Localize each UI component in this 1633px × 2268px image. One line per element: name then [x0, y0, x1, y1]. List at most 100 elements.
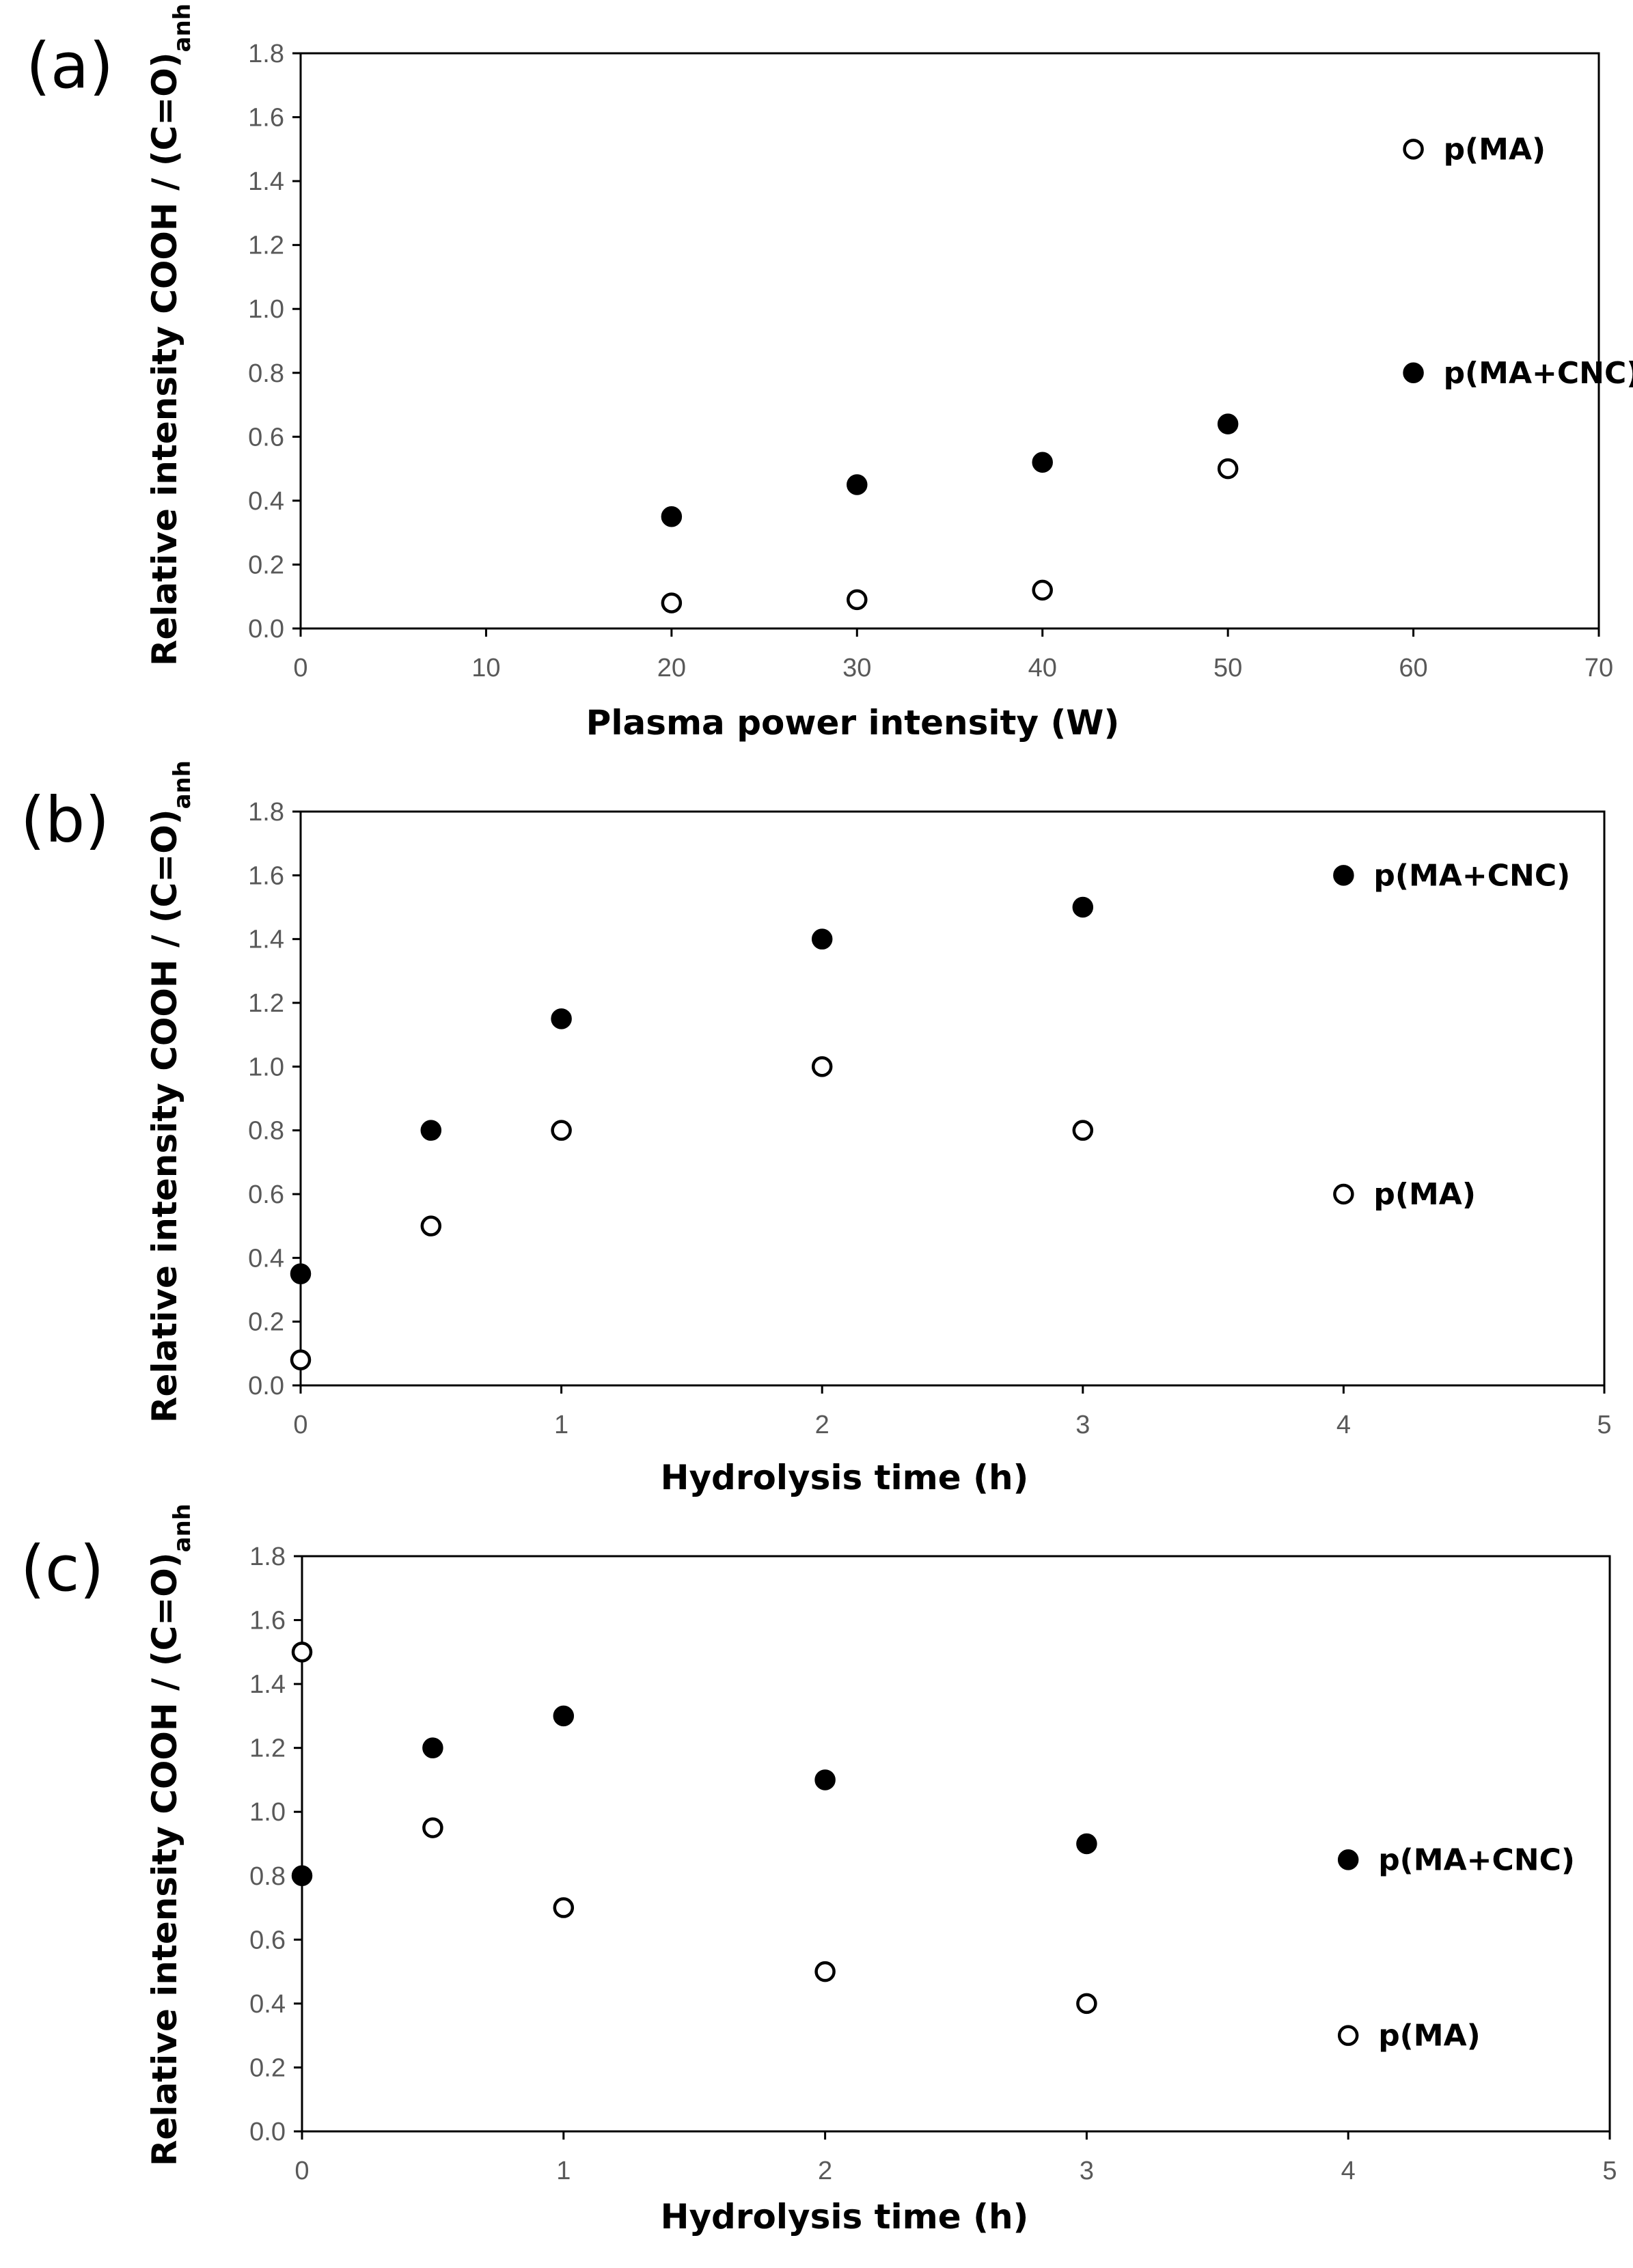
legend-label-p-ma-c: p(MA): [1378, 2019, 1481, 2053]
legend-marker-p-ma-cnc-a: [1403, 362, 1424, 384]
point-p-ma-cnc-a: [661, 506, 683, 527]
legend-label-p-ma-a: p(MA): [1444, 132, 1546, 167]
y-tick-label-b: 1.2: [248, 989, 284, 1018]
point-p-ma-cnc-c: [814, 1769, 836, 1790]
y-axis-title-sub-c: anh: [169, 1504, 196, 1552]
point-p-ma-c: [291, 1642, 313, 1663]
y-axis-title-main-c: Relative intensity COOH / (C=O): [145, 1552, 184, 2166]
x-tick-label-a: 0: [293, 654, 307, 682]
legend-label-p-ma-b: p(MA): [1373, 1177, 1476, 1212]
point-p-ma-c: [553, 1897, 575, 1918]
x-tick-label-a: 70: [1584, 654, 1613, 682]
x-tick-label-b: 4: [1336, 1411, 1351, 1439]
y-tick-label-a: 0.2: [248, 551, 284, 579]
point-p-ma-cnc-c: [1076, 1833, 1097, 1855]
y-tick-label-c: 1.8: [249, 1543, 286, 1571]
point-p-ma-a: [661, 592, 683, 613]
x-tick-label-a: 60: [1399, 654, 1427, 682]
x-tick-label-a: 20: [657, 654, 686, 682]
y-tick-label-a: 1.0: [248, 295, 284, 324]
legend-marker-p-ma-a: [1403, 139, 1424, 160]
y-tick-label-b: 1.6: [248, 861, 284, 890]
x-axis-title-c: Hydrolysis time (h): [661, 2197, 1029, 2237]
y-tick-label-a: 1.2: [248, 232, 284, 260]
plot-frame-c: [301, 1555, 1611, 2133]
point-p-ma-cnc-a: [847, 474, 868, 495]
x-tick-label-c: 0: [294, 2157, 309, 2185]
y-tick-label-b: 0.6: [248, 1180, 284, 1209]
y-tick-label-a: 0.0: [248, 615, 284, 644]
panel-a: (a) Plasma power intensity (W) Relative …: [26, 3, 1633, 743]
y-tick-label-a: 1.4: [248, 167, 284, 196]
plot-frame-a: [299, 52, 1600, 630]
y-tick-label-c: 1.4: [249, 1670, 286, 1699]
y-tick-label-b: 1.0: [248, 1053, 284, 1081]
y-tick-label-a: 1.8: [248, 40, 284, 68]
x-tick-label-c: 5: [1602, 2157, 1617, 2185]
panel-label-b: (b): [20, 784, 109, 857]
y-axis-title-sub-b: anh: [169, 760, 196, 809]
plot-frame-b: [299, 810, 1606, 1387]
point-p-ma-cnc-a: [1032, 452, 1053, 473]
x-tick-label-b: 3: [1075, 1411, 1090, 1439]
x-tick-label-b: 2: [815, 1411, 829, 1439]
y-tick-label-c: 1.2: [249, 1734, 286, 1763]
legend-label-p-ma-cnc-a: p(MA+CNC): [1444, 356, 1633, 391]
y-tick-label-b: 0.2: [248, 1308, 284, 1337]
x-tick-label-a: 30: [842, 654, 871, 682]
y-tick-label-c: 1.6: [249, 1607, 286, 1635]
legend-marker-p-ma-cnc-c: [1337, 1849, 1359, 1870]
point-p-ma-a: [1217, 458, 1239, 480]
x-tick-label-b: 1: [554, 1411, 568, 1439]
y-tick-label-c: 0.0: [249, 2118, 286, 2146]
y-tick-label-b: 0.4: [248, 1244, 284, 1273]
point-p-ma-c: [1076, 1993, 1097, 2015]
point-p-ma-cnc-c: [291, 1865, 313, 1887]
y-tick-label-a: 0.8: [248, 359, 284, 388]
point-p-ma-cnc-c: [422, 1737, 443, 1758]
point-p-ma-cnc-b: [290, 1263, 312, 1284]
point-p-ma-b: [420, 1215, 442, 1236]
y-tick-label-a: 0.6: [248, 423, 284, 452]
y-axis-title-c: Relative intensity COOH / (C=O)anh: [145, 1504, 196, 2166]
point-p-ma-b: [811, 1056, 833, 1077]
y-tick-label-b: 0.8: [248, 1117, 284, 1146]
y-axis-title-a: Relative intensity COOH / (C=O)anh: [145, 3, 196, 666]
y-axis-title-main-a: Relative intensity COOH / (C=O): [145, 52, 184, 666]
y-tick-label-b: 0.0: [248, 1372, 284, 1400]
x-tick-label-c: 4: [1341, 2157, 1356, 2185]
point-p-ma-c: [422, 1817, 443, 1838]
point-p-ma-cnc-b: [551, 1008, 572, 1029]
y-axis-title-main-b: Relative intensity COOH / (C=O): [145, 809, 184, 1423]
x-tick-label-a: 10: [471, 654, 500, 682]
panel-label-c: (c): [20, 1532, 104, 1605]
x-tick-label-b: 0: [293, 1411, 307, 1439]
y-tick-label-c: 0.6: [249, 1926, 286, 1954]
x-tick-label-c: 3: [1080, 2157, 1094, 2185]
x-tick-label-a: 40: [1028, 654, 1057, 682]
y-tick-label-c: 0.2: [249, 2053, 286, 2082]
point-p-ma-cnc-b: [811, 928, 833, 950]
y-axis-title-sub-a: anh: [169, 3, 196, 52]
panel-label-a: (a): [26, 29, 113, 102]
y-tick-label-b: 1.4: [248, 926, 284, 954]
x-axis-title-b: Hydrolysis time (h): [661, 1458, 1029, 1497]
legend-label-p-ma-cnc-c: p(MA+CNC): [1378, 1842, 1575, 1877]
legend-marker-p-ma-cnc-b: [1333, 865, 1354, 886]
point-p-ma-cnc-b: [1072, 896, 1094, 918]
panel-c: (c) Hydrolysis time (h) Relative intensi…: [20, 1504, 1617, 2237]
y-tick-label-a: 1.6: [248, 104, 284, 133]
y-tick-label-a: 0.4: [248, 487, 284, 516]
x-tick-label-c: 2: [818, 2157, 832, 2185]
panel-b: (b) Hydrolysis time (h) Relative intensi…: [20, 760, 1612, 1497]
x-tick-label-a: 50: [1213, 654, 1242, 682]
y-tick-label-c: 0.4: [249, 1990, 286, 2019]
x-tick-label-c: 1: [556, 2157, 571, 2185]
x-axis-title-a: Plasma power intensity (W): [586, 703, 1120, 743]
y-tick-label-c: 1.0: [249, 1798, 286, 1827]
point-p-ma-cnc-c: [553, 1705, 575, 1727]
point-p-ma-a: [847, 589, 868, 611]
legend-marker-p-ma-b: [1333, 1183, 1354, 1205]
